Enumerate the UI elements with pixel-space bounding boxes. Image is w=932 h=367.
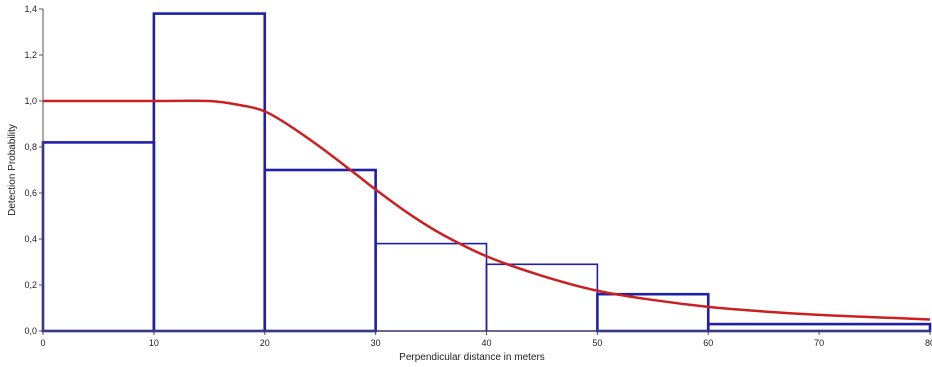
y-tick-label: 1,4 — [24, 4, 37, 14]
y-tick-label: 0,8 — [24, 142, 37, 152]
x-tick-label: 0 — [40, 338, 45, 348]
x-tick-label: 20 — [260, 338, 270, 348]
y-tick-label: 0,4 — [24, 234, 37, 244]
histogram-bars — [41, 12, 932, 333]
y-axis-ticks: 0,0 0,2 0,4 0,6 0,8 1,0 1,2 1,4 — [24, 4, 43, 336]
fitted-detection-curve — [42, 99, 931, 321]
y-tick-label: 0,6 — [24, 188, 37, 198]
x-axis-title: Perpendicular distance in meters — [399, 352, 545, 363]
y-tick-label: 0,0 — [24, 326, 37, 336]
y-tick-label: 1,0 — [24, 96, 37, 106]
x-tick-label: 30 — [371, 338, 381, 348]
x-tick-label: 40 — [481, 338, 491, 348]
y-tick-label: 1,2 — [24, 50, 37, 60]
histogram-bar — [263, 168, 377, 333]
x-tick-label: 10 — [149, 338, 159, 348]
x-tick-label: 60 — [703, 338, 713, 348]
y-axis-title: Detection Probability — [7, 124, 18, 216]
x-tick-label: 70 — [814, 338, 824, 348]
x-tick-label: 50 — [592, 338, 602, 348]
histogram-bar — [374, 242, 488, 332]
histogram-bar — [152, 12, 267, 333]
histogram-bar — [41, 141, 156, 333]
histogram-bar — [485, 263, 599, 332]
x-axis-ticks: 0 10 20 30 40 50 60 70 80 — [40, 331, 932, 348]
y-tick-label: 0,2 — [24, 280, 37, 290]
x-tick-label: 80 — [925, 338, 932, 348]
histogram-bar — [706, 322, 932, 333]
